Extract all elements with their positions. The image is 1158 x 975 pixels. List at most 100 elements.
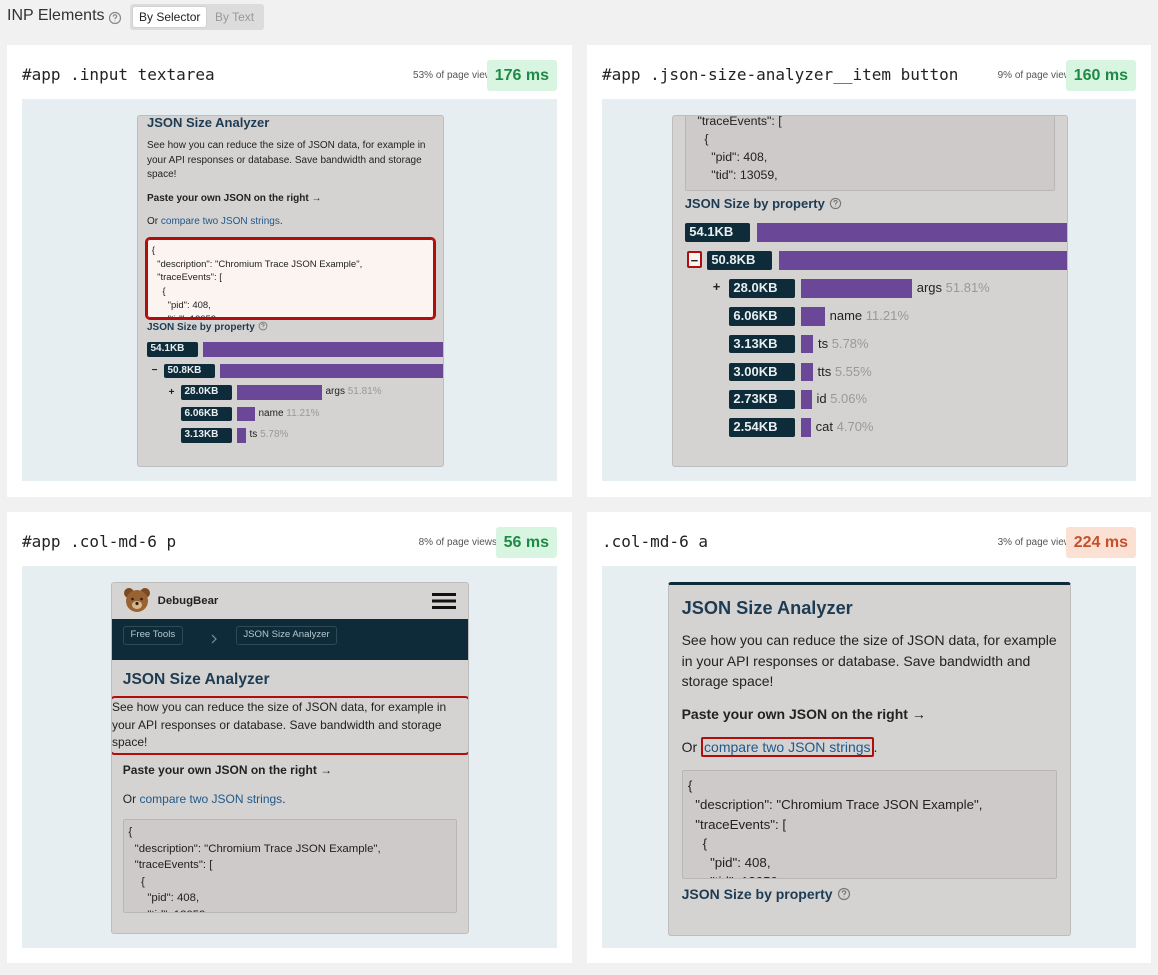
text: . (873, 738, 878, 755)
logo[interactable] (122, 585, 152, 615)
tab-by-text[interactable]: By Text (215, 10, 255, 24)
code-line: { (687, 835, 708, 851)
size-label: 6.06KB (728, 306, 795, 326)
size-label: 28.0KB (728, 278, 795, 298)
size-bar (778, 250, 1067, 270)
selector: #app .input textarea (22, 65, 215, 84)
help-icon[interactable] (258, 321, 268, 331)
code-line: { (151, 286, 166, 298)
compare-line: Or compare two JSON strings. (123, 791, 457, 808)
size-heading: JSON Size by property (682, 884, 1058, 904)
code-line: { (128, 826, 133, 839)
code-line: { (687, 778, 693, 794)
name: id (816, 391, 827, 407)
size-row: −50.8KB (685, 248, 1067, 276)
size-bar (236, 385, 322, 400)
size-label: 50.8KB (706, 250, 773, 270)
tab-by-selector[interactable]: By Selector (133, 7, 207, 27)
compare-line: Or compare two JSON strings. (147, 215, 434, 230)
percent: 51.81% (347, 386, 382, 398)
code-line: "traceEvents": [ (687, 816, 787, 832)
code-line: "tid": 13059, (128, 907, 451, 912)
property-name: args 51.81% (917, 279, 990, 298)
element-preview: JSON Size Analyzer See how you can reduce… (602, 566, 1136, 948)
breadcrumb[interactable]: JSON Size Analyzer (235, 626, 338, 645)
element-preview: JSON Size Analyzer See how you can reduce… (22, 99, 557, 481)
code-line: "traceEvents": [ (151, 272, 222, 284)
expand-toggle[interactable]: + (712, 279, 721, 295)
expand-toggle[interactable]: − (686, 251, 703, 268)
size-heading: JSON Size by property (685, 195, 1056, 214)
breadcrumb[interactable]: Free Tools (122, 626, 183, 645)
size-bar (236, 406, 255, 422)
size-label: 6.06KB (181, 406, 232, 422)
inp-badge: 56 ms (495, 527, 557, 558)
label: JSON Size by property (681, 885, 833, 902)
percent: 51.81% (945, 279, 990, 295)
size-row: +28.0KB args 51.81% (147, 383, 434, 405)
menu-button[interactable] (432, 592, 456, 610)
page-heading: JSON Size Analyzer (147, 115, 270, 131)
size-bar (756, 222, 1067, 242)
json-input[interactable]: { "description": "Chromium Trace JSON Ex… (122, 818, 458, 914)
element-card: #app .input textarea 53% of page views 176… (7, 45, 572, 497)
code-line: "pid": 408, (151, 299, 211, 311)
property-name: args 51.81% (325, 385, 381, 400)
name: name (829, 307, 863, 323)
property-name: id 5.06% (816, 390, 867, 409)
size-row: 3.00KB tts 5.55% (685, 360, 1056, 388)
json-input[interactable]: "description": "Chromium Trace JSON Exam… (684, 116, 1056, 192)
size-row: 6.06KB name 11.21% (147, 405, 434, 427)
size-row: 2.73KB id 5.06% (685, 388, 1056, 416)
name: ts (817, 335, 829, 351)
text: Or (147, 216, 161, 228)
inp-badge: 176 ms (486, 60, 557, 91)
screenshot: DebugBear Free Tools JSON Size Analyzer JSO… (111, 582, 469, 934)
compare-link[interactable]: compare two JSON strings (139, 791, 283, 806)
property-name: ts 5.78% (250, 428, 289, 443)
size-label: 3.13KB (181, 428, 232, 443)
name: args (325, 386, 345, 398)
inp-badge: 160 ms (1065, 60, 1136, 91)
help-icon[interactable] (108, 11, 122, 25)
json-input[interactable]: { "description": "Chromium Trace JSON Ex… (145, 236, 436, 320)
screenshot: JSON Size Analyzer See how you can reduce… (137, 115, 444, 467)
breadcrumbs: Free Tools JSON Size Analyzer (112, 619, 468, 661)
name: name (258, 407, 284, 419)
help-icon[interactable] (837, 887, 851, 901)
element-card: #app .json-size-analyzer__item button 9% … (587, 45, 1151, 497)
expand-toggle[interactable]: − (151, 365, 158, 377)
code-line: "tid": 13059, (152, 313, 429, 317)
paste-hint: Paste your own JSON on the right → (122, 763, 333, 778)
help-icon[interactable] (829, 197, 842, 210)
element-card: #app .col-md-6 p 8% of page views 56 ms Deb… (7, 512, 572, 963)
label: JSON Size by property (684, 195, 825, 211)
compare-link[interactable]: compare two JSON strings (160, 216, 280, 228)
property-name: ts 5.78% (818, 335, 869, 354)
code-line: { (690, 131, 709, 146)
json-input[interactable]: { "description": "Chromium Trace JSON Ex… (681, 769, 1058, 880)
selector: #app .col-md-6 p (22, 532, 177, 551)
screenshot-content: "description": "Chromium Trace JSON Exam… (673, 116, 1067, 444)
element-card: .col-md-6 a 3% of page views 224 ms JSON Si… (587, 512, 1151, 963)
size-bar (801, 390, 812, 410)
property-name: name 11.21% (258, 407, 319, 422)
screenshot: JSON Size Analyzer See how you can reduce… (668, 582, 1071, 936)
page-views-share: 53% of page views (413, 70, 497, 81)
code-line: "description": "Chromium Trace JSON Exam… (151, 258, 363, 270)
intro-paragraph: See how you can reduce the size of JSON … (147, 140, 426, 181)
size-row: 54.1KB (147, 340, 443, 362)
expand-toggle[interactable]: + (168, 386, 175, 398)
name: args (916, 279, 943, 295)
property-name: tts 5.55% (817, 363, 871, 382)
page-views-share: 8% of page views (418, 537, 497, 548)
size-row: +28.0KB args 51.81% (685, 276, 1056, 304)
breadcrumb-separator (211, 634, 218, 644)
compare-link[interactable]: compare two JSON strings (701, 736, 874, 757)
percent: 5.78% (260, 429, 289, 441)
page-heading: JSON Size Analyzer (681, 598, 853, 618)
code-line: "pid": 408, (128, 892, 200, 905)
size-bar (801, 334, 814, 354)
page-views-share: 9% of page views (997, 70, 1076, 81)
property-name: name 11.21% (830, 307, 909, 326)
